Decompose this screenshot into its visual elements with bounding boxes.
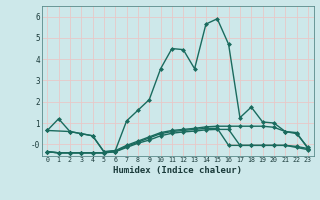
X-axis label: Humidex (Indice chaleur): Humidex (Indice chaleur) [113,166,242,175]
